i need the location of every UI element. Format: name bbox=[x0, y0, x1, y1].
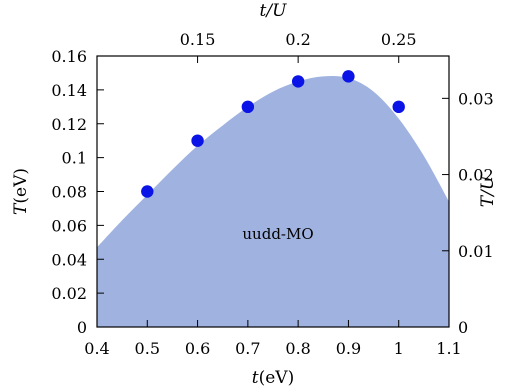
axis-ticks bbox=[96, 55, 450, 328]
x-axis-label-unit: (eV) bbox=[259, 368, 295, 388]
top-axis-label: t/U bbox=[260, 1, 288, 21]
y-tick-label: 0.06 bbox=[51, 216, 87, 235]
x-tick-label: 0.4 bbox=[84, 339, 109, 358]
top-tick-label: 0.2 bbox=[285, 30, 310, 49]
y-axis-label-unit: (eV) bbox=[11, 168, 31, 204]
x-tick-label: 0.6 bbox=[185, 339, 210, 358]
top-tick-label: 0.15 bbox=[180, 30, 216, 49]
y-axis-label-var: T bbox=[11, 202, 31, 215]
y-tick-label: 0.12 bbox=[51, 115, 87, 134]
data-point bbox=[191, 134, 204, 147]
y-tick-label: 0.02 bbox=[51, 284, 87, 303]
x-axis-label: t(eV) bbox=[252, 368, 294, 388]
right-tick-label: 0.03 bbox=[458, 89, 494, 108]
right-tick-label: 0.01 bbox=[458, 242, 494, 261]
tick-labels: 0.4 0.5 0.6 0.7 0.8 0.9 1 1.1 0 0.02 0.04 0.06 0.08 0… bbox=[51, 30, 493, 358]
y-tick-label: 0.1 bbox=[62, 149, 87, 168]
right-axis-label: T/U bbox=[478, 175, 498, 207]
y-tick-label: 0.08 bbox=[51, 183, 87, 202]
data-point bbox=[392, 100, 405, 114]
right-tick-label: 0.02 bbox=[458, 166, 494, 185]
data-point bbox=[141, 185, 154, 198]
data-point bbox=[241, 100, 255, 114]
region-annotation: uudd-MO bbox=[242, 225, 313, 243]
data-points bbox=[141, 70, 405, 198]
x-tick-label: 0.8 bbox=[285, 339, 310, 358]
phase-area bbox=[97, 75, 449, 327]
y-axis-label: T(eV) bbox=[11, 168, 31, 215]
y-tick-label: 0.14 bbox=[51, 81, 87, 100]
x-tick-label: 1 bbox=[394, 339, 404, 358]
top-tick-label: 0.25 bbox=[381, 30, 417, 49]
x-tick-label: 0.7 bbox=[235, 339, 260, 358]
data-point bbox=[291, 75, 305, 88]
data-point bbox=[342, 70, 355, 83]
x-tick-label: 1.1 bbox=[436, 339, 461, 358]
y-tick-label: 0 bbox=[77, 318, 87, 337]
x-tick-label: 0.9 bbox=[336, 339, 361, 358]
y-tick-label: 0.04 bbox=[51, 250, 87, 269]
x-axis-label-var: t bbox=[252, 368, 259, 388]
y-tick-label: 0.16 bbox=[51, 47, 87, 66]
right-tick-label: 0 bbox=[458, 318, 468, 337]
x-tick-label: 0.5 bbox=[135, 339, 160, 358]
